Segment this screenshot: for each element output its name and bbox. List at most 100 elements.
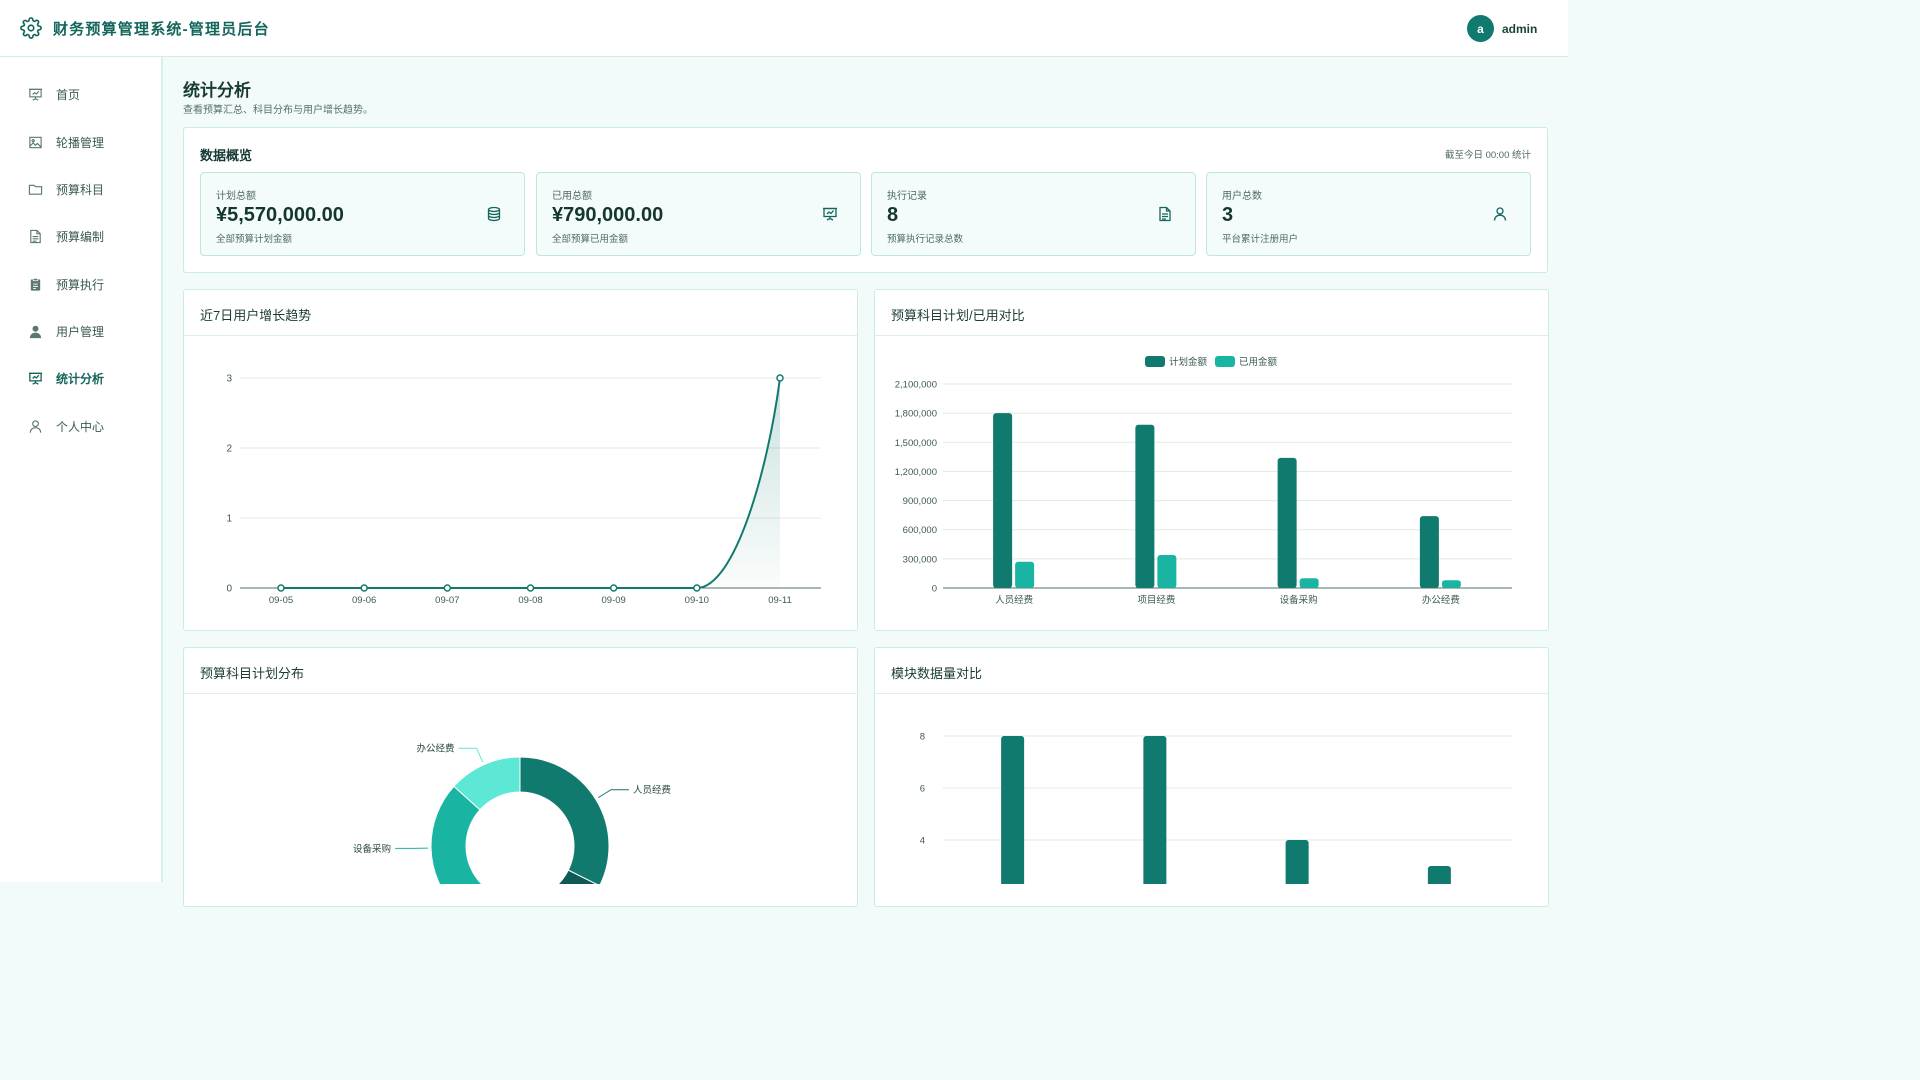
- stat-card-execution-records: 执行记录 8 预算执行记录总数: [871, 172, 1196, 256]
- sidebar-item-statistics[interactable]: 统计分析: [0, 363, 161, 393]
- avatar[interactable]: a: [1467, 15, 1494, 42]
- bar: [1441, 580, 1461, 588]
- sidebar-item-label: 预算执行: [56, 277, 105, 292]
- sidebar-item-label: 首页: [56, 87, 81, 102]
- y-tick-label: 1: [226, 514, 232, 525]
- document-icon: [30, 229, 41, 243]
- bar: [1015, 561, 1035, 588]
- bar: [1277, 457, 1297, 588]
- y-tick-label: 8: [920, 732, 925, 743]
- panel-header: 预算科目计划分布: [184, 648, 857, 694]
- y-tick-label: 0: [226, 584, 232, 595]
- bar: [1001, 736, 1025, 884]
- x-tick-label: 09-06: [352, 595, 376, 606]
- y-tick-label: 2: [226, 444, 232, 455]
- sidebar-item-label: 统计分析: [56, 371, 105, 386]
- page-title: 统计分析: [183, 81, 251, 100]
- sidebar-item-carousel[interactable]: 轮播管理: [0, 127, 161, 157]
- legend-label: 计划金额: [1169, 356, 1208, 368]
- bar: [1427, 866, 1451, 884]
- bar: [1143, 736, 1167, 884]
- stat-label: 执行记录: [887, 191, 927, 202]
- username[interactable]: admin: [1502, 22, 1538, 36]
- slice-label: 人员经费: [633, 784, 671, 796]
- stat-desc: 平台累计注册用户: [1222, 234, 1299, 245]
- y-tick-label: 600,000: [903, 525, 937, 536]
- x-tick-label: 09-10: [685, 595, 709, 606]
- image-icon: [29, 136, 42, 148]
- bar: [1157, 554, 1177, 588]
- overview-title: 数据概览: [200, 148, 253, 163]
- bar: [1285, 840, 1309, 884]
- panel-title: 模块数据量对比: [891, 666, 983, 681]
- clipboard-icon: [30, 277, 41, 291]
- y-tick-label: 1,200,000: [895, 467, 937, 478]
- stat-label: 用户总数: [1222, 191, 1262, 202]
- stat-desc: 预算执行记录总数: [887, 234, 964, 245]
- bar: [993, 413, 1013, 588]
- series-area: [281, 378, 780, 588]
- data-point: [443, 584, 452, 592]
- presentation-icon: [28, 88, 43, 101]
- sidebar-item-label: 预算科目: [56, 182, 105, 197]
- top-bar: 财务预算管理系统-管理员后台 a admin: [0, 0, 1568, 57]
- y-tick-label: 1,800,000: [895, 409, 937, 420]
- user-outline-icon: [29, 419, 42, 433]
- x-tick-label: 09-07: [435, 595, 459, 606]
- slice-label-line: [458, 747, 484, 763]
- stat-card-planned-total: 计划总额 ¥5,570,000.00 全部预算计划金额: [200, 172, 525, 256]
- legend-label: 已用金额: [1239, 356, 1278, 368]
- data-point: [526, 584, 535, 592]
- sidebar-item-label: 轮播管理: [56, 135, 105, 150]
- y-tick-label: 4: [920, 836, 925, 847]
- stat-label: 计划总额: [216, 191, 256, 202]
- sidebar-item-profile[interactable]: 个人中心: [0, 411, 161, 441]
- gear-icon[interactable]: [20, 17, 42, 39]
- budget-compare-chart: 计划金额 已用金额 0 300,000 600,000 900,000 1,200,000 1…: [895, 356, 1512, 606]
- sidebar-item-budget-subjects[interactable]: 预算科目: [0, 174, 161, 204]
- panel-title: 预算科目计划分布: [200, 666, 305, 681]
- stat-value: ¥5,570,000.00: [216, 204, 344, 226]
- x-tick-label: 人员经费: [995, 594, 1033, 606]
- overview-card: 数据概览 截至今日 00:00 统计 计划总额 ¥5,570,000.00 全部…: [183, 127, 1548, 273]
- y-tick-label: 900,000: [903, 496, 937, 507]
- database-icon: [487, 206, 501, 222]
- x-tick-label: 09-11: [768, 595, 792, 606]
- sidebar-item-home[interactable]: 首页: [0, 79, 161, 109]
- panel-header: 模块数据量对比: [875, 648, 1548, 694]
- y-tick-label: 2,100,000: [895, 380, 937, 391]
- stat-card-user-total: 用户总数 3 平台累计注册用户: [1206, 172, 1531, 256]
- sidebar-item-budget-execution[interactable]: 预算执行: [0, 269, 161, 299]
- stat-value: 3: [1222, 204, 1234, 226]
- bar: [1419, 516, 1439, 588]
- sidebar-item-budget-compile[interactable]: 预算编制: [0, 221, 161, 251]
- bar: [1135, 424, 1155, 588]
- panel-title: 近7日用户增长趋势: [200, 308, 312, 323]
- y-tick-label: 1,500,000: [895, 438, 937, 449]
- app-title: 财务预算管理系统-管理员后台: [53, 21, 270, 38]
- user-growth-panel: 近7日用户增长趋势 0 1 2 3 09-05 09-06 09-07 09-08 09-09 0…: [183, 289, 858, 631]
- stat-desc: 全部预算已用金额: [552, 234, 629, 245]
- sidebar: 首页 轮播管理 预算科目 预算编制 预算执行 用户管理 统计分析 个人中心: [0, 57, 163, 882]
- sidebar-item-label: 预算编制: [56, 229, 105, 244]
- panel-title: 预算科目计划/已用对比: [891, 308, 1025, 323]
- legend-swatch: [1215, 356, 1235, 367]
- user-growth-chart: 0 1 2 3 09-05 09-06 09-07 09-08 09-09 09-10 09-11: [226, 374, 821, 606]
- pie-slice: [453, 756, 521, 811]
- presentation-icon: [28, 372, 43, 385]
- data-point: [776, 374, 784, 382]
- pie-slice: [519, 756, 610, 884]
- module-data-chart: 4 6 8: [920, 732, 1512, 884]
- y-tick-label: 300,000: [903, 554, 937, 565]
- x-tick-label: 09-05: [269, 595, 293, 606]
- budget-compare-panel: 预算科目计划/已用对比 计划金额 已用金额 0 300,000 600,000 900,0…: [874, 289, 1549, 631]
- data-point: [693, 584, 701, 592]
- series-line: [281, 377, 781, 589]
- panel-header: 近7日用户增长趋势: [184, 290, 857, 336]
- document-icon: [1159, 206, 1171, 222]
- stat-value: 8: [887, 204, 899, 226]
- stat-desc: 全部预算计划金额: [216, 234, 293, 245]
- sidebar-item-label: 个人中心: [56, 419, 105, 434]
- sidebar-item-users[interactable]: 用户管理: [0, 316, 161, 346]
- bar: [1299, 578, 1319, 588]
